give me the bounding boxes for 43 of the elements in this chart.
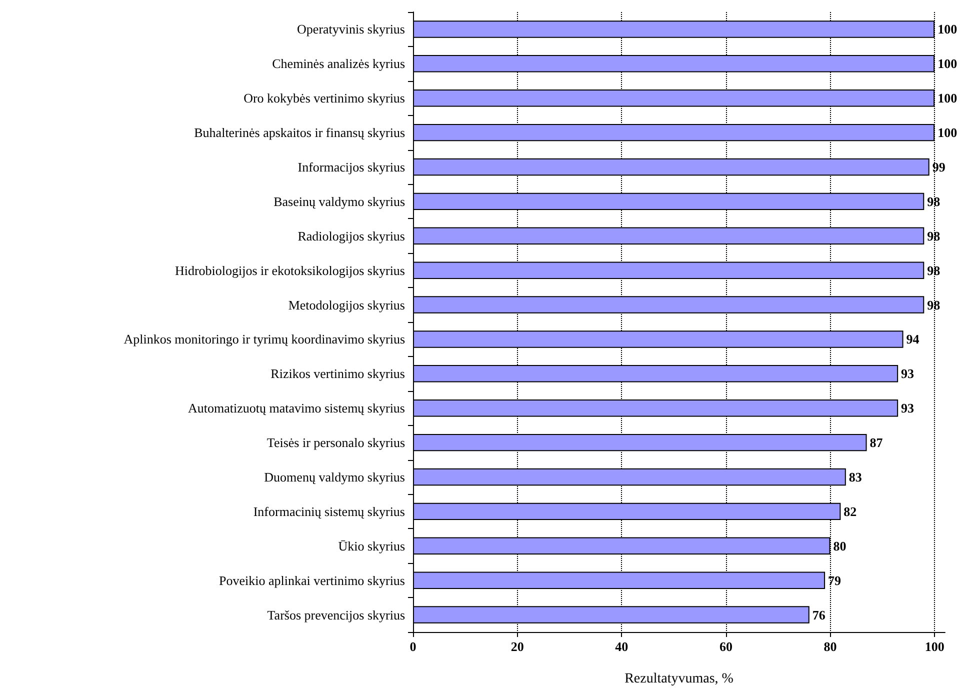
data-label: 99: [932, 160, 946, 174]
data-label: 79: [828, 572, 842, 588]
data-label: 93: [901, 400, 915, 416]
y-tick-label: Automatizuotų matavimo sistemų skyrius: [188, 400, 405, 416]
data-label: 100: [938, 56, 958, 72]
data-label: 80: [833, 538, 846, 554]
data-label: 100: [938, 22, 958, 37]
y-tick-label: Teisės ir personalo skyrius: [266, 435, 405, 450]
y-tick-label: Operatyvinis skyrius: [297, 22, 405, 37]
data-label: 98: [927, 297, 941, 312]
x-axis-title: Rezultatyvumas, %: [624, 672, 734, 686]
x-tick-label: 80: [824, 639, 837, 654]
y-tick-label: Informacijos skyrius: [298, 160, 405, 174]
y-tick-label: Rizikos vertinimo skyrius: [270, 366, 405, 382]
x-tick-label: 20: [510, 639, 524, 654]
data-label: 94: [906, 332, 920, 347]
y-tick-label: Informacinių sistemų skyrius: [253, 504, 405, 519]
data-label: 98: [927, 228, 941, 244]
y-tick-label: Duomenų valdymo skyrius: [264, 470, 405, 484]
x-tick-label: 0: [410, 639, 416, 654]
y-tick-label: Radiologijos skyrius: [298, 228, 405, 244]
y-tick-label: Baseinų valdymo skyrius: [274, 194, 405, 209]
y-tick-label: Taršos prevencijos skyrius: [267, 607, 405, 622]
y-tick-label: Metodologijos skyrius: [288, 297, 405, 312]
y-tick-label: Oro kokybės vertinimo skyrius: [244, 90, 405, 106]
y-tick-label: Aplinkos monitoringo ir tyrimų koordinavimo skyrius: [124, 332, 405, 347]
y-tick-label: Ūkio skyrius: [338, 538, 405, 554]
x-tick-label: 60: [719, 639, 732, 654]
data-label: 76: [812, 607, 826, 622]
data-label: 83: [848, 470, 862, 484]
x-tick-label: 100: [924, 639, 944, 654]
data-label: 100: [938, 90, 958, 106]
y-tick-label: Poveikio aplinkai vertinimo skyrius: [219, 572, 405, 588]
y-tick-label: Hidrobiologijos ir ekotoksikologijos skyrius: [174, 262, 405, 278]
data-label: 100: [938, 125, 958, 140]
data-label: 82: [844, 504, 857, 519]
data-label: 98: [927, 262, 941, 278]
x-tick-label: 40: [615, 639, 628, 654]
data-label: 98: [927, 194, 941, 209]
data-label: 93: [901, 366, 915, 382]
y-tick-label: Cheminės analizės kyrius: [272, 56, 405, 72]
y-tick-label: Buhalterinės apskaitos ir finansų skyrius: [194, 125, 405, 140]
data-label: 87: [870, 435, 884, 450]
